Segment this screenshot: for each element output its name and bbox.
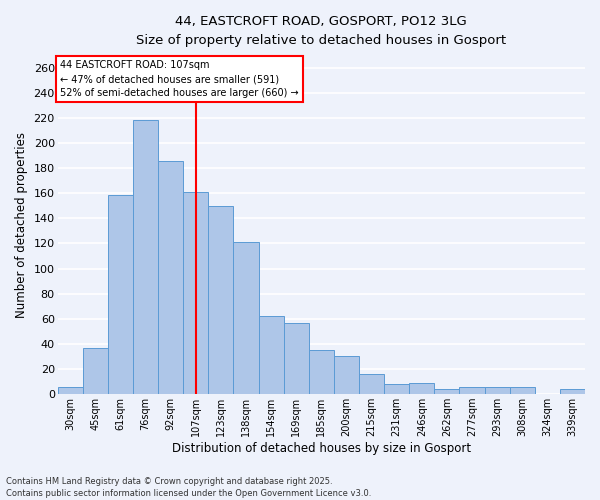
- Text: Contains HM Land Registry data © Crown copyright and database right 2025.
Contai: Contains HM Land Registry data © Crown c…: [6, 476, 371, 498]
- Bar: [284, 322, 309, 394]
- Title: 44, EASTCROFT ROAD, GOSPORT, PO12 3LG
Size of property relative to detached hous: 44, EASTCROFT ROAD, GOSPORT, PO12 3LG Si…: [136, 15, 506, 47]
- Bar: [509, 386, 535, 394]
- Bar: [384, 384, 409, 394]
- Bar: [560, 389, 585, 394]
- Bar: [434, 389, 460, 394]
- Bar: [83, 348, 108, 394]
- Bar: [359, 374, 384, 394]
- Bar: [334, 356, 359, 394]
- Bar: [158, 160, 183, 394]
- Bar: [183, 192, 208, 394]
- X-axis label: Distribution of detached houses by size in Gosport: Distribution of detached houses by size …: [172, 442, 471, 455]
- Bar: [485, 386, 509, 394]
- Bar: [309, 350, 334, 394]
- Text: 44 EASTCROFT ROAD: 107sqm
← 47% of detached houses are smaller (591)
52% of semi: 44 EASTCROFT ROAD: 107sqm ← 47% of detac…: [60, 60, 299, 98]
- Y-axis label: Number of detached properties: Number of detached properties: [15, 132, 28, 318]
- Bar: [259, 316, 284, 394]
- Bar: [208, 206, 233, 394]
- Bar: [409, 383, 434, 394]
- Bar: [233, 242, 259, 394]
- Bar: [133, 120, 158, 394]
- Bar: [108, 194, 133, 394]
- Bar: [460, 386, 485, 394]
- Bar: [58, 386, 83, 394]
